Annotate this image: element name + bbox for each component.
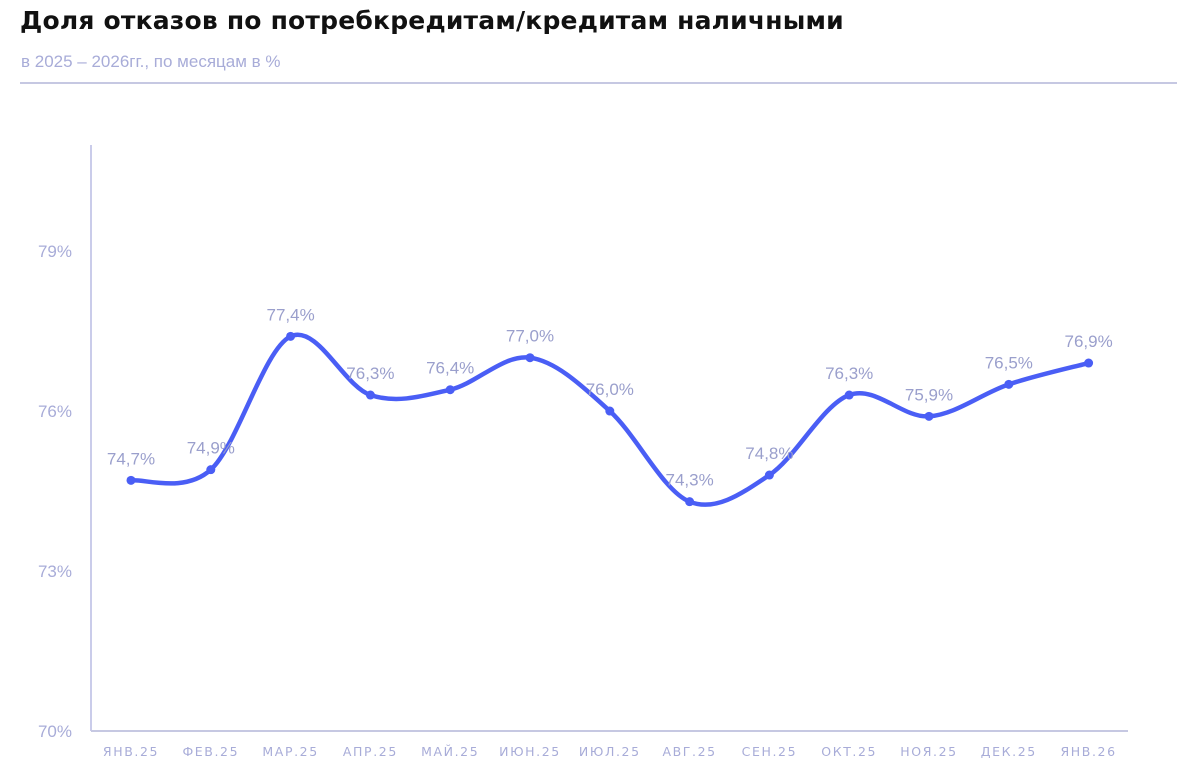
data-point — [685, 497, 695, 507]
chart-subtitle: в 2025 – 2026гг., по месяцам в % — [21, 52, 281, 71]
data-point — [365, 390, 375, 400]
data-label: 76,3% — [825, 364, 873, 383]
x-tick-label: АПР.25 — [343, 744, 398, 759]
data-label: 74,8% — [745, 444, 793, 463]
header-divider — [20, 82, 1177, 84]
data-label: 74,3% — [665, 471, 713, 490]
y-axis-ticks: 70% 73% 76% 79% — [38, 242, 72, 741]
x-tick-label: ИЮЛ.25 — [579, 744, 641, 759]
data-point — [525, 353, 535, 363]
x-tick-label: АВГ.25 — [662, 744, 716, 759]
data-point — [206, 465, 216, 475]
data-line — [128, 332, 1091, 507]
data-point — [286, 331, 296, 341]
y-tick-label: 70% — [38, 722, 72, 741]
y-tick-label: 73% — [38, 562, 72, 581]
data-label: 76,3% — [346, 364, 394, 383]
data-point — [1004, 379, 1014, 389]
data-label: 77,4% — [266, 305, 314, 324]
y-tick-label: 76% — [38, 402, 72, 421]
x-tick-label: ДЕК.25 — [981, 744, 1037, 759]
data-labels: 74,7% 74,9% 77,4% 76,3% 76,4% 77,0% 76,0% 74,3%… — [107, 305, 1113, 489]
x-tick-label: ФЕВ.25 — [182, 744, 239, 759]
y-tick-label: 79% — [38, 242, 72, 261]
data-point — [924, 411, 934, 421]
x-tick-label: МАЙ.25 — [421, 744, 479, 759]
x-tick-label: МАР.25 — [262, 744, 318, 759]
data-label: 77,0% — [506, 327, 554, 346]
x-tick-label: ИЮН.25 — [499, 744, 561, 759]
data-label: 76,0% — [586, 380, 634, 399]
data-label: 76,5% — [985, 353, 1033, 372]
x-tick-label: ЯНВ.26 — [1061, 744, 1117, 759]
data-point — [126, 475, 136, 485]
x-tick-label: ОКТ.25 — [821, 744, 877, 759]
data-point — [844, 390, 854, 400]
x-axis-ticks: ЯНВ.25 ФЕВ.25 МАР.25 АПР.25 МАЙ.25 ИЮН.25 ИЮЛ.… — [103, 744, 1117, 759]
data-label: 74,7% — [107, 449, 155, 468]
data-points — [126, 331, 1094, 507]
chart-title: Доля отказов по потребкредитам/кредитам … — [20, 6, 844, 35]
data-point — [445, 385, 455, 395]
data-label: 74,9% — [187, 439, 235, 458]
data-label: 76,4% — [426, 359, 474, 378]
data-label: 75,9% — [905, 385, 953, 404]
data-label: 76,9% — [1064, 332, 1112, 351]
data-point — [1084, 358, 1094, 368]
data-point — [605, 406, 615, 416]
x-tick-label: ЯНВ.25 — [103, 744, 159, 759]
x-tick-label: НОЯ.25 — [900, 744, 957, 759]
data-point — [764, 470, 774, 480]
x-tick-label: СЕН.25 — [742, 744, 798, 759]
